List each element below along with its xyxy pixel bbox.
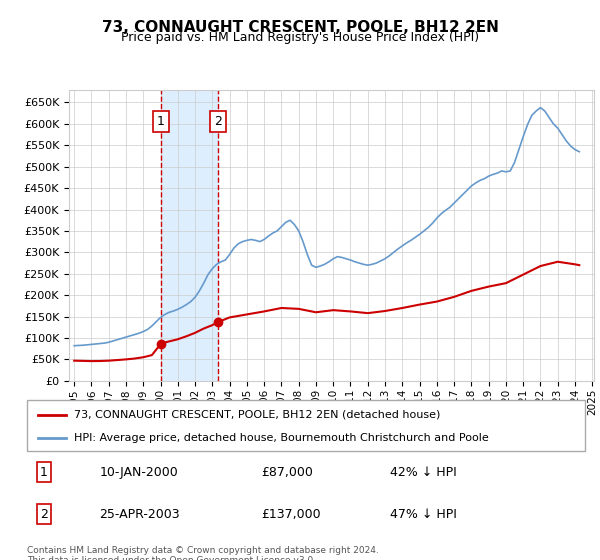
Text: 47% ↓ HPI: 47% ↓ HPI: [390, 507, 457, 521]
Text: 42% ↓ HPI: 42% ↓ HPI: [390, 465, 457, 479]
Text: 25-APR-2003: 25-APR-2003: [100, 507, 180, 521]
Text: HPI: Average price, detached house, Bournemouth Christchurch and Poole: HPI: Average price, detached house, Bour…: [74, 433, 489, 443]
Text: £137,000: £137,000: [262, 507, 321, 521]
Text: 1: 1: [157, 115, 165, 128]
Text: 73, CONNAUGHT CRESCENT, POOLE, BH12 2EN (detached house): 73, CONNAUGHT CRESCENT, POOLE, BH12 2EN …: [74, 409, 441, 419]
Text: £87,000: £87,000: [262, 465, 313, 479]
Text: Price paid vs. HM Land Registry's House Price Index (HPI): Price paid vs. HM Land Registry's House …: [121, 31, 479, 44]
Text: 2: 2: [40, 507, 47, 521]
Text: 10-JAN-2000: 10-JAN-2000: [100, 465, 178, 479]
Text: 2: 2: [214, 115, 222, 128]
Text: Contains HM Land Registry data © Crown copyright and database right 2024.
This d: Contains HM Land Registry data © Crown c…: [27, 546, 379, 560]
FancyBboxPatch shape: [27, 400, 585, 451]
Bar: [161, 90, 218, 381]
Text: 73, CONNAUGHT CRESCENT, POOLE, BH12 2EN: 73, CONNAUGHT CRESCENT, POOLE, BH12 2EN: [101, 20, 499, 35]
Text: 1: 1: [40, 465, 47, 479]
